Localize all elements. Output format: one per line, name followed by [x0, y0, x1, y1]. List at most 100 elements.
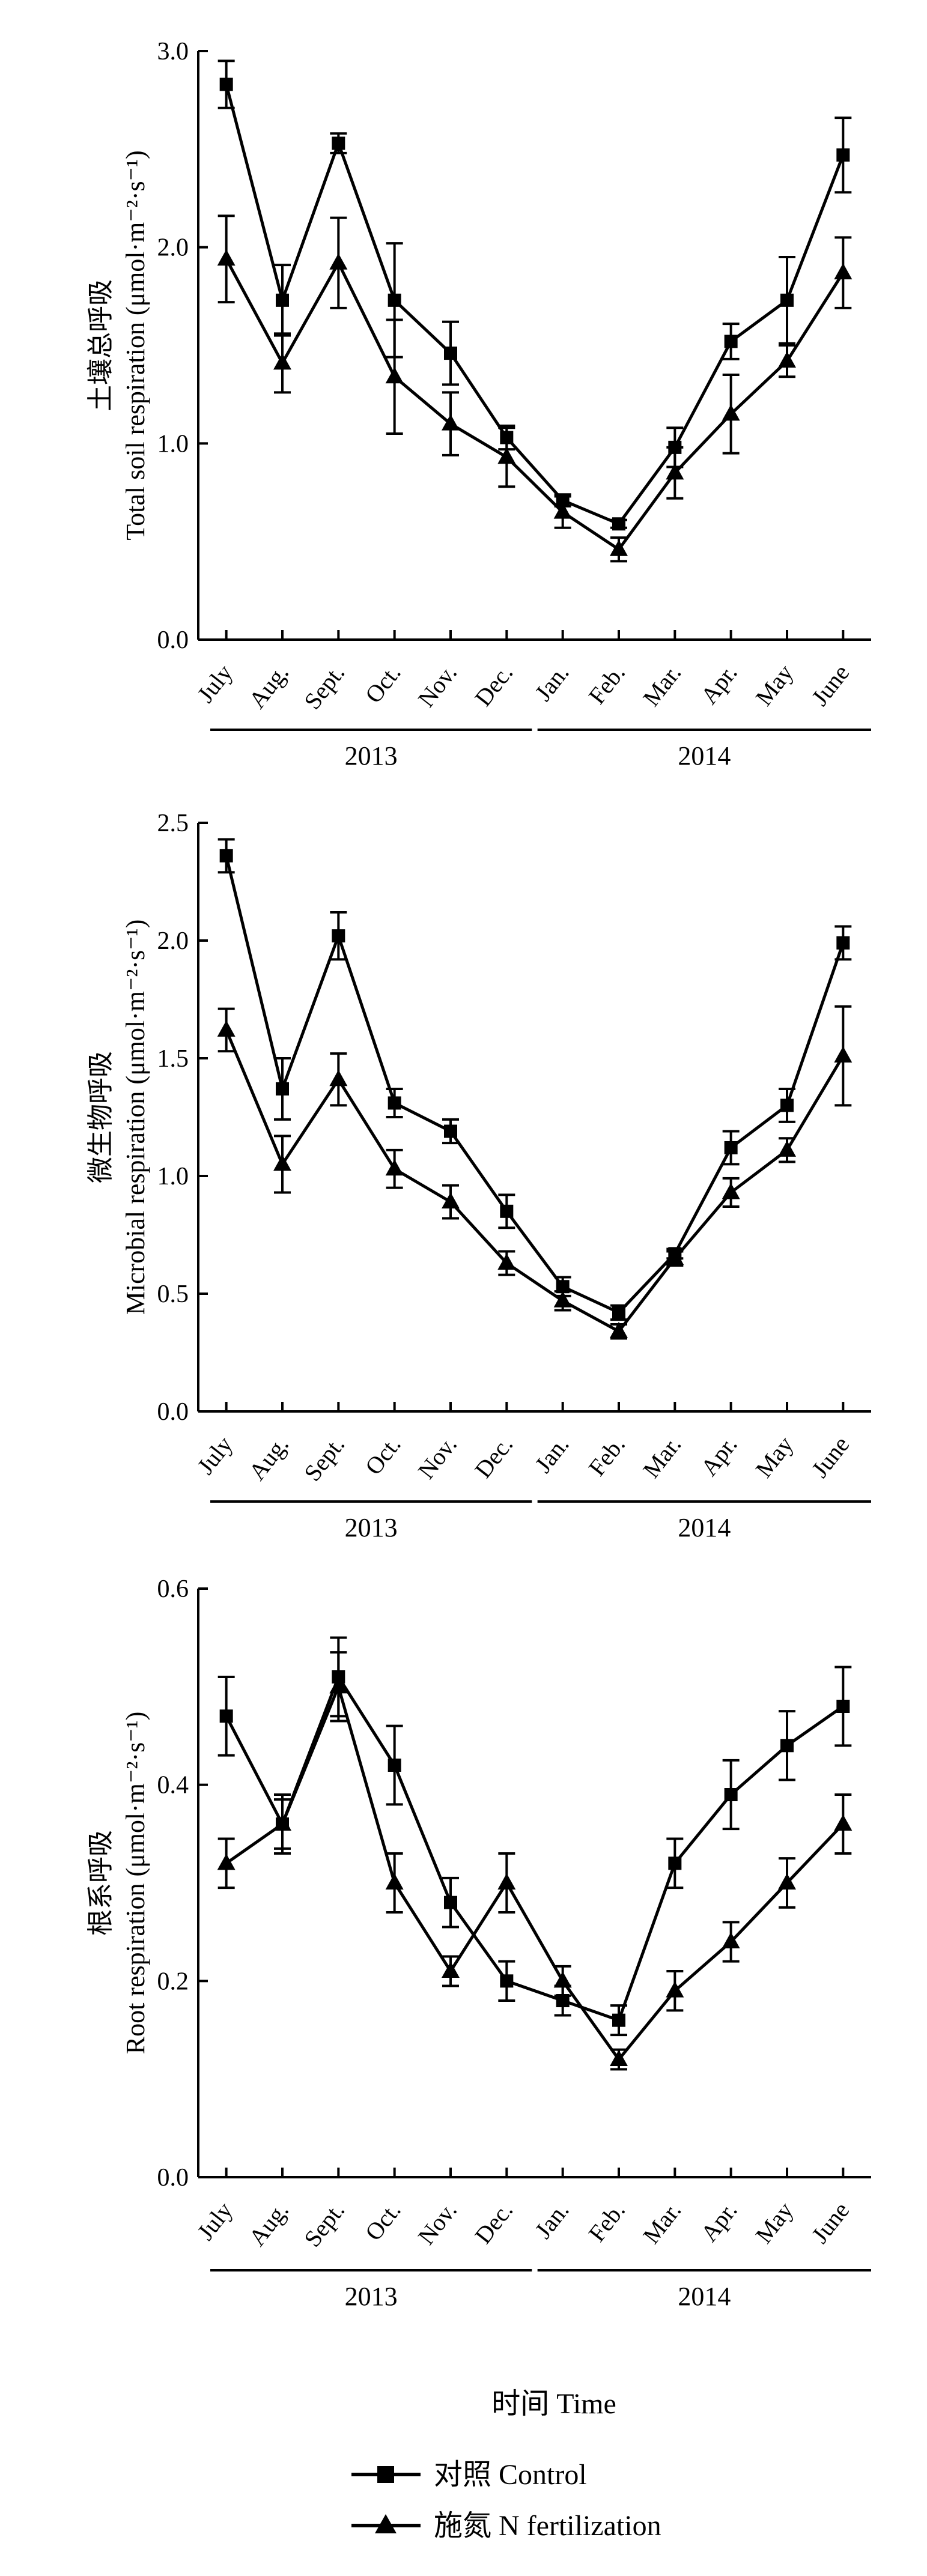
data-point-triangle [610, 2050, 628, 2066]
data-point-square [724, 1788, 738, 1801]
x-tick-label: Apr. [695, 2197, 743, 2247]
data-point-triangle [217, 1853, 236, 1870]
data-point-square [724, 335, 738, 348]
data-point-triangle [666, 463, 684, 480]
x-tick-label: Mar. [637, 2197, 686, 2249]
data-point-triangle [553, 1971, 572, 1988]
data-point-square [276, 293, 289, 307]
data-point-triangle [273, 353, 291, 370]
x-tick-label: Feb. [583, 1431, 631, 1481]
series-line [225, 1675, 844, 2022]
data-point-square [612, 517, 625, 531]
x-tick-label: Apr. [695, 1431, 743, 1481]
data-point-triangle [442, 414, 460, 431]
x-tick-label: Jan. [529, 1431, 574, 1478]
year-label: 2013 [345, 2282, 398, 2311]
y-tick-label: 2.0 [157, 234, 189, 262]
x-tick-label: Mar. [637, 1431, 686, 1483]
year-label: 2014 [678, 741, 731, 771]
x-tick-label: July [192, 659, 238, 708]
data-point-square [388, 1096, 401, 1110]
series-control [217, 1636, 852, 2037]
data-point-triangle [497, 1253, 516, 1270]
legend-square-marker [377, 2466, 394, 2483]
x-tick-label: Jan. [529, 659, 574, 706]
series-control [217, 838, 852, 1321]
y-tick-label: 0.0 [157, 1398, 189, 1426]
data-point-triangle [778, 1140, 796, 1157]
year-label: 2013 [345, 1513, 398, 1542]
data-point-square [780, 1099, 794, 1112]
data-point-triangle [273, 1154, 291, 1171]
data-point-triangle [497, 1873, 516, 1890]
data-point-square [444, 347, 457, 360]
y-axis-label-cn: 土壤总呼吸 [86, 279, 115, 411]
series-n-fertilization [217, 214, 853, 563]
legend-triangle-marker [375, 2514, 397, 2533]
data-point-square [500, 1974, 514, 1988]
x-tick-label: Sept. [299, 659, 350, 715]
data-point-triangle [217, 1020, 236, 1037]
data-point-triangle [329, 1677, 348, 1694]
data-point-triangle [834, 263, 853, 280]
x-tick-label: Jan. [529, 2197, 574, 2244]
data-point-triangle [610, 539, 628, 556]
series-line [225, 1029, 845, 1333]
y-tick-label: 0.2 [157, 1968, 189, 1995]
data-point-square [388, 293, 401, 307]
data-point-triangle [610, 1321, 628, 1338]
legend-label-n-fertilization: 施氮 N fertilization [434, 2510, 661, 2542]
data-point-square [780, 293, 794, 307]
y-tick-label: 2.5 [157, 810, 189, 837]
chart-panel-1: 0.0 1.0 2.0 3.0 July Aug. Sept. Oct. Nov. Dec. Jan… [86, 38, 871, 771]
data-point-square [836, 148, 850, 162]
x-tick-label: Dec. [469, 1431, 518, 1483]
data-point-triangle [553, 1291, 572, 1308]
x-tick-label: Sept. [299, 1431, 350, 1487]
data-point-square [556, 1994, 570, 2007]
series-line [225, 1685, 845, 2061]
data-point-triangle [385, 1873, 404, 1890]
y-tick-label: 0.4 [157, 1772, 189, 1799]
data-point-triangle [385, 367, 404, 384]
data-point-triangle [329, 253, 348, 270]
legend-item-control: 对照 Control [351, 2459, 587, 2491]
data-point-square [836, 1700, 850, 1713]
series-line [225, 855, 845, 1314]
x-tick-label: Nov. [413, 659, 462, 712]
y-tick-label: 2.0 [157, 927, 189, 955]
x-tick-label: Nov. [413, 1431, 462, 1484]
y-axis-label-cn: 根系呼吸 [86, 1830, 115, 1936]
x-tick-label: Aug. [243, 2197, 294, 2251]
x-tick-label: May [750, 659, 798, 711]
x-tick-label: Sept. [299, 2197, 350, 2252]
chart-panel-2: 0.0 0.5 1.0 1.5 2.0 2.5 July Aug. Sept. Oct. Nov. D… [86, 810, 871, 1542]
data-point-square [219, 77, 233, 91]
x-tick-label: June [806, 1431, 855, 1482]
y-tick-label: 0.0 [157, 2164, 189, 2192]
x-tick-label: Nov. [413, 2197, 462, 2250]
data-point-square [724, 1141, 738, 1154]
data-point-square [612, 1306, 625, 1320]
data-point-triangle [273, 1814, 291, 1831]
legend-item-n-fertilization: 施氮 N fertilization [351, 2510, 661, 2542]
x-tick-label: June [806, 2197, 855, 2248]
year-label: 2013 [345, 741, 398, 771]
data-point-square [332, 136, 345, 150]
x-tick-label: July [192, 2197, 238, 2245]
data-point-square [556, 1280, 570, 1294]
data-point-triangle [666, 1981, 684, 1998]
x-tick-label: Dec. [469, 2197, 518, 2249]
legend: 对照 Control 施氮 N fertilization [351, 2459, 661, 2542]
data-point-square [444, 1896, 457, 1909]
x-tick-label: May [750, 1431, 798, 1482]
y-axis-label-en: Root respiration (μmol·m⁻²·s⁻¹) [121, 1712, 150, 2055]
data-point-triangle [217, 249, 236, 266]
data-point-square [276, 1082, 289, 1096]
chart-panel-3: 0.0 0.2 0.4 0.6 July Aug. Sept. Oct. Nov. Dec. Jan… [86, 1575, 871, 2311]
data-point-square [668, 1856, 682, 1870]
series-line [225, 258, 845, 551]
y-tick-label: 0.5 [157, 1280, 189, 1308]
x-tick-label: Aug. [243, 659, 294, 714]
